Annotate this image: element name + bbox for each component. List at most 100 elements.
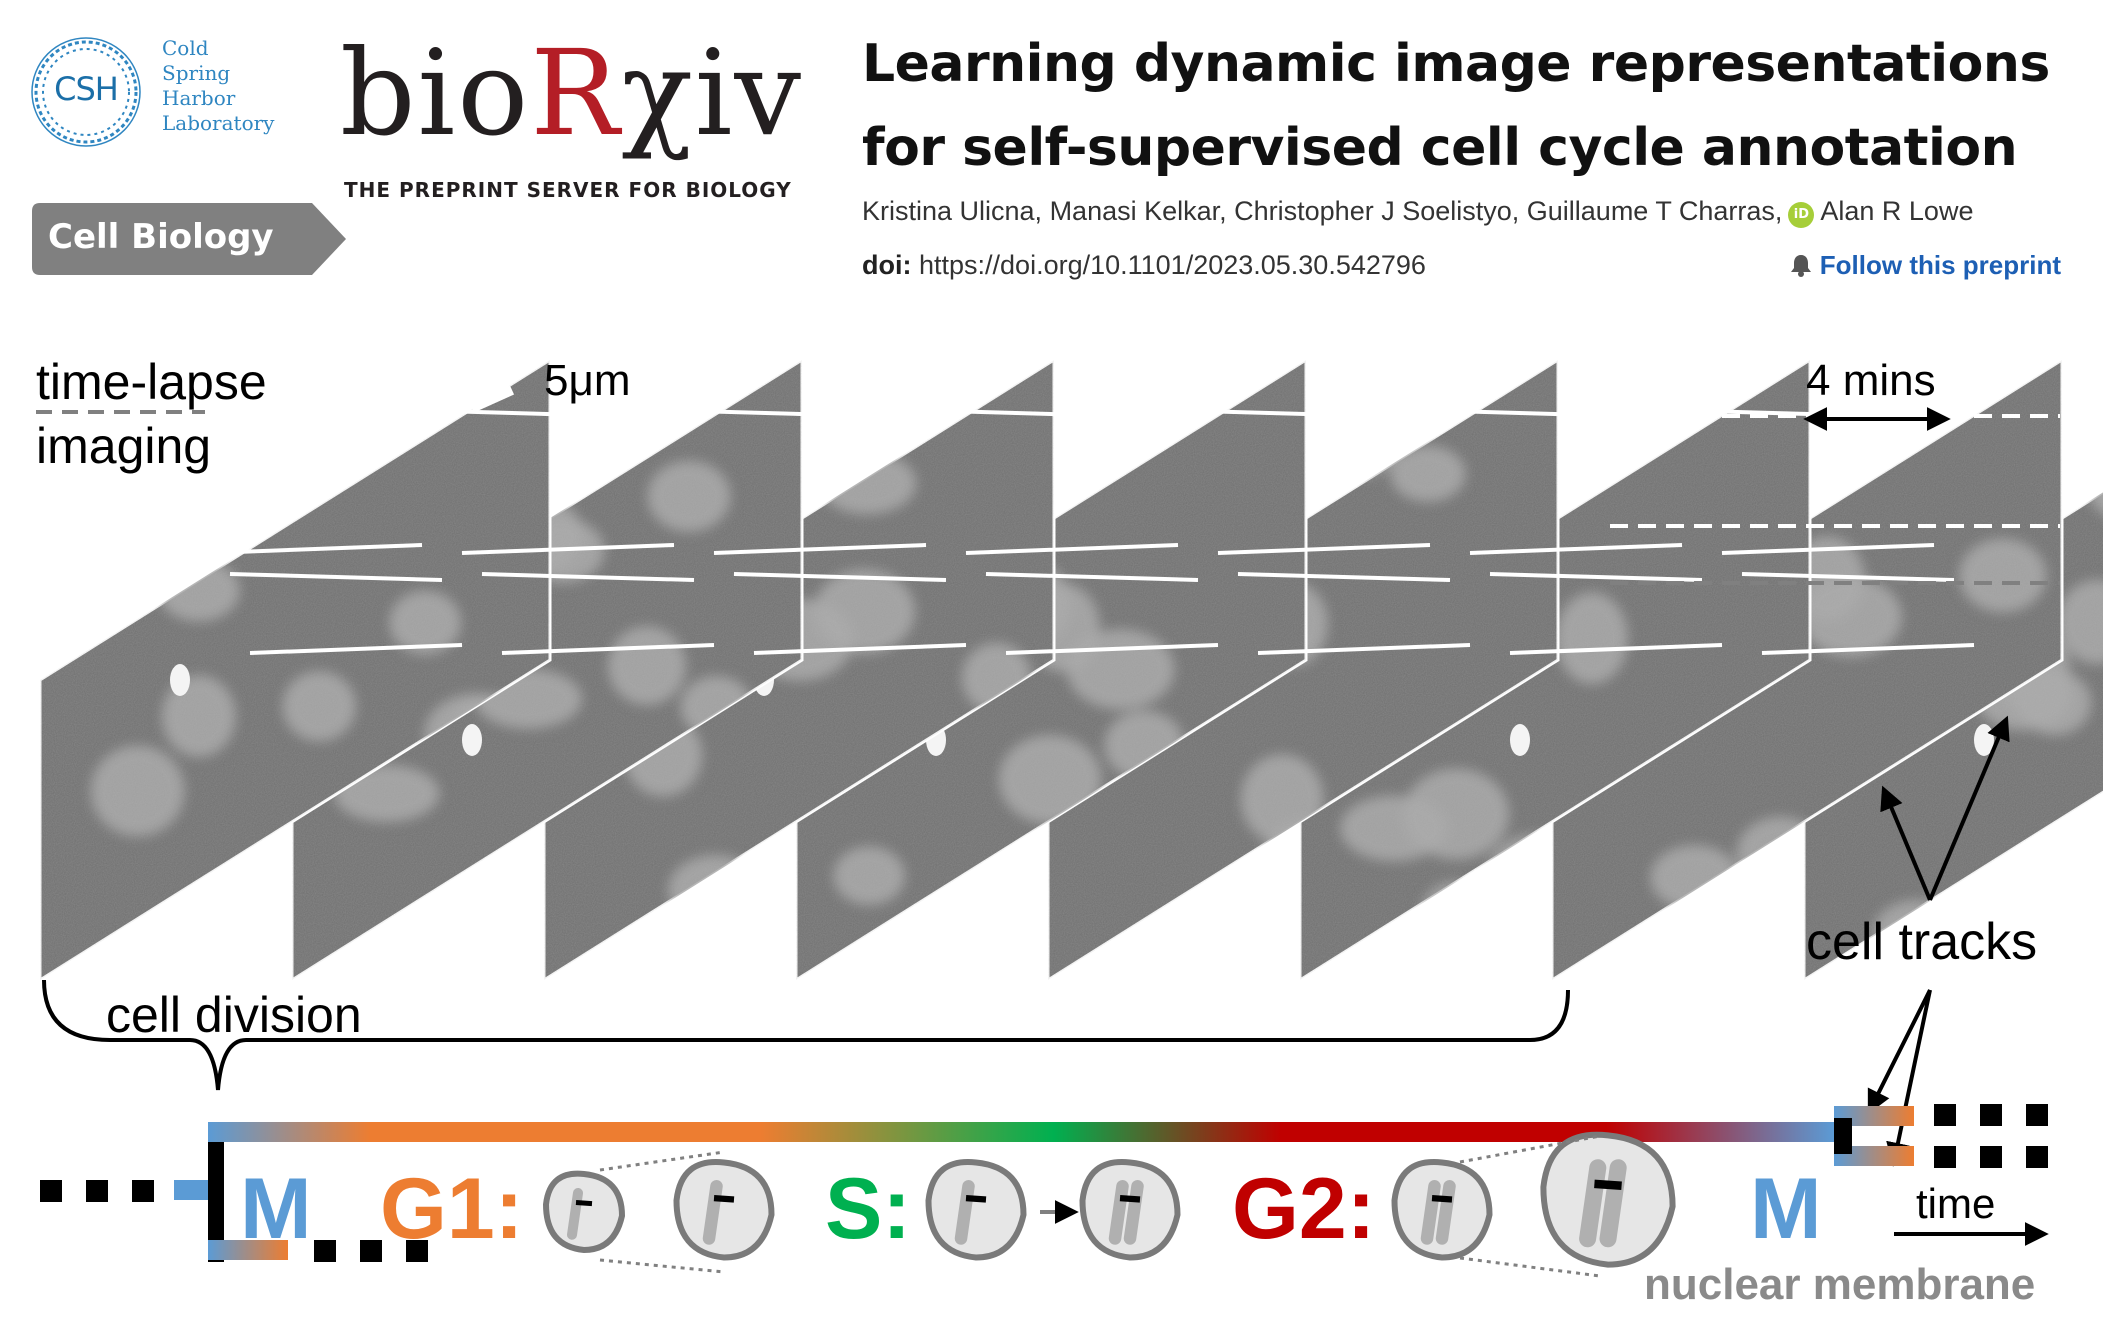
cell-tracks-label: cell tracks [1806, 913, 2038, 971]
continuation-square [1980, 1104, 2002, 1126]
phase-m-start: M [240, 1161, 312, 1257]
doi-line: doi: https://doi.org/10.1101/2023.05.30.… [862, 250, 1426, 281]
category-badge[interactable]: Cell Biology [32, 203, 346, 275]
timelapse-frame [1046, 357, 1560, 983]
csh-name-line: Laboratory [162, 111, 275, 135]
authors-before-orcid[interactable]: Kristina Ulicna, Manasi Kelkar, Christop… [862, 196, 1783, 226]
cell-track-line [249, 643, 463, 655]
continuation-square [40, 1180, 62, 1202]
centromere [713, 1195, 735, 1203]
zoom-dotted-line [1459, 1256, 1601, 1278]
nucleus-outline [673, 1159, 775, 1261]
cell-track-line [1217, 543, 1431, 555]
cell-division-label: cell division [106, 987, 362, 1043]
category-label: Cell Biology [48, 217, 274, 257]
cell-division-brace [42, 979, 1570, 1091]
g1-nucleus-large [673, 1159, 775, 1261]
frame-noise [544, 360, 1054, 980]
continuation-square [314, 1240, 336, 1262]
cell-track-line [1761, 643, 1975, 655]
chromosome [1420, 1180, 1441, 1245]
wordmark-r: R [530, 24, 622, 162]
cell-track-line [1509, 643, 1723, 655]
chromosome [1579, 1159, 1607, 1248]
chromosome [1435, 1180, 1456, 1245]
doi-link[interactable]: https://doi.org/10.1101/2023.05.30.54279… [919, 250, 1426, 280]
nucleus [2081, 409, 2103, 474]
biorxiv-tagline: THE PREPRINT SERVER FOR BIOLOGY [344, 178, 792, 202]
figure-schematic: time-lapse imaging 5μm 4 mins cell track… [0, 300, 2103, 1320]
g2-nucleus-small [1391, 1159, 1493, 1261]
csh-logo[interactable]: CSH Cold Spring Harbor Laboratory [28, 30, 318, 150]
frame-noise [1804, 360, 2103, 980]
continuation-square [2026, 1104, 2048, 1126]
authors-after-orcid[interactable]: Alan R Lowe [1820, 196, 1974, 226]
track-pointer-arrow [1867, 989, 1932, 1115]
cell-track-line [441, 409, 655, 419]
cell-track-line [461, 543, 675, 555]
cell-track-line [985, 572, 1199, 582]
author-list: Kristina Ulicna, Manasi Kelkar, Christop… [862, 196, 1973, 228]
track-pointer-arrow [1928, 715, 2010, 901]
frame-noise [40, 360, 550, 980]
nuclear-membrane-label: nuclear membrane [1644, 1260, 2036, 1309]
track-pointer-arrow [1886, 989, 1932, 1167]
division-marker [1834, 1118, 1852, 1154]
scale-bar [469, 385, 515, 413]
cell-track-line [693, 409, 907, 419]
chromosome [1123, 1180, 1144, 1245]
cell-track-line [1721, 543, 1935, 555]
chromosome [954, 1180, 975, 1245]
nucleus-outline [542, 1170, 626, 1254]
bright-mitotic-cell [1510, 724, 1530, 756]
follow-label: Follow this preprint [1819, 250, 2061, 280]
centromere [1594, 1179, 1622, 1191]
phase-g2: G2: [1232, 1161, 1376, 1257]
cell-track-line [209, 543, 423, 555]
daughter-track-bar [1834, 1106, 1914, 1126]
time-axis-label: time [1916, 1180, 1996, 1227]
frame-noise [1300, 360, 1810, 980]
zoom-dotted-line [599, 1258, 725, 1274]
centromere [1431, 1195, 1453, 1203]
cell-track-line [1257, 643, 1471, 655]
follow-preprint-link[interactable]: Follow this preprint [1790, 250, 2061, 281]
g2-nucleus-large [1540, 1131, 1676, 1268]
frame-noise [1552, 360, 2062, 980]
mother-track-bar [174, 1180, 208, 1200]
continuation-square [86, 1180, 108, 1202]
cell-track-line [733, 572, 947, 582]
timelapse-label: time-lapse imaging [36, 354, 267, 474]
biorxiv-logo[interactable]: bioRχiv THE PREPRINT SERVER FOR BIOLOGY [340, 18, 820, 218]
paper-title: Learning dynamic image representations f… [862, 34, 2050, 178]
interval-label: 4 mins [1806, 356, 1936, 405]
wordmark-prefix: bio [340, 24, 531, 162]
cell-track-line [501, 643, 715, 655]
nucleus-outline [925, 1159, 1027, 1261]
daughter-track-bar [208, 1240, 288, 1260]
zoom-dotted-line [599, 1150, 725, 1172]
centromere [575, 1200, 593, 1207]
cell-track-line [1005, 643, 1219, 655]
phase-m-end: M [1750, 1161, 1822, 1257]
scale-bar-label: 5μm [544, 356, 631, 405]
cell-track-line [713, 543, 927, 555]
bright-mitotic-cell [170, 664, 190, 696]
cell-track-line [965, 543, 1179, 555]
s-nucleus-replicated [1079, 1159, 1181, 1261]
csh-name-line: Spring [162, 61, 231, 85]
daughter-track-bar [1834, 1146, 1914, 1166]
continuation-square [2026, 1146, 2048, 1168]
figure-overlay [36, 345, 2060, 1278]
continuation-square [132, 1180, 154, 1202]
chromosome [1108, 1180, 1129, 1245]
orcid-icon[interactable]: iD [1788, 202, 1815, 228]
csh-name: Cold Spring Harbor Laboratory [162, 36, 274, 136]
phase-s: S: [825, 1161, 911, 1257]
cell-track-line [1489, 572, 1703, 582]
continuation-square [1980, 1146, 2002, 1168]
cell-track-line [945, 409, 1159, 419]
zoom-dotted-line [1459, 1134, 1601, 1164]
csh-letters: CSH [54, 70, 119, 108]
cell-cycle-bar [208, 1122, 1834, 1142]
